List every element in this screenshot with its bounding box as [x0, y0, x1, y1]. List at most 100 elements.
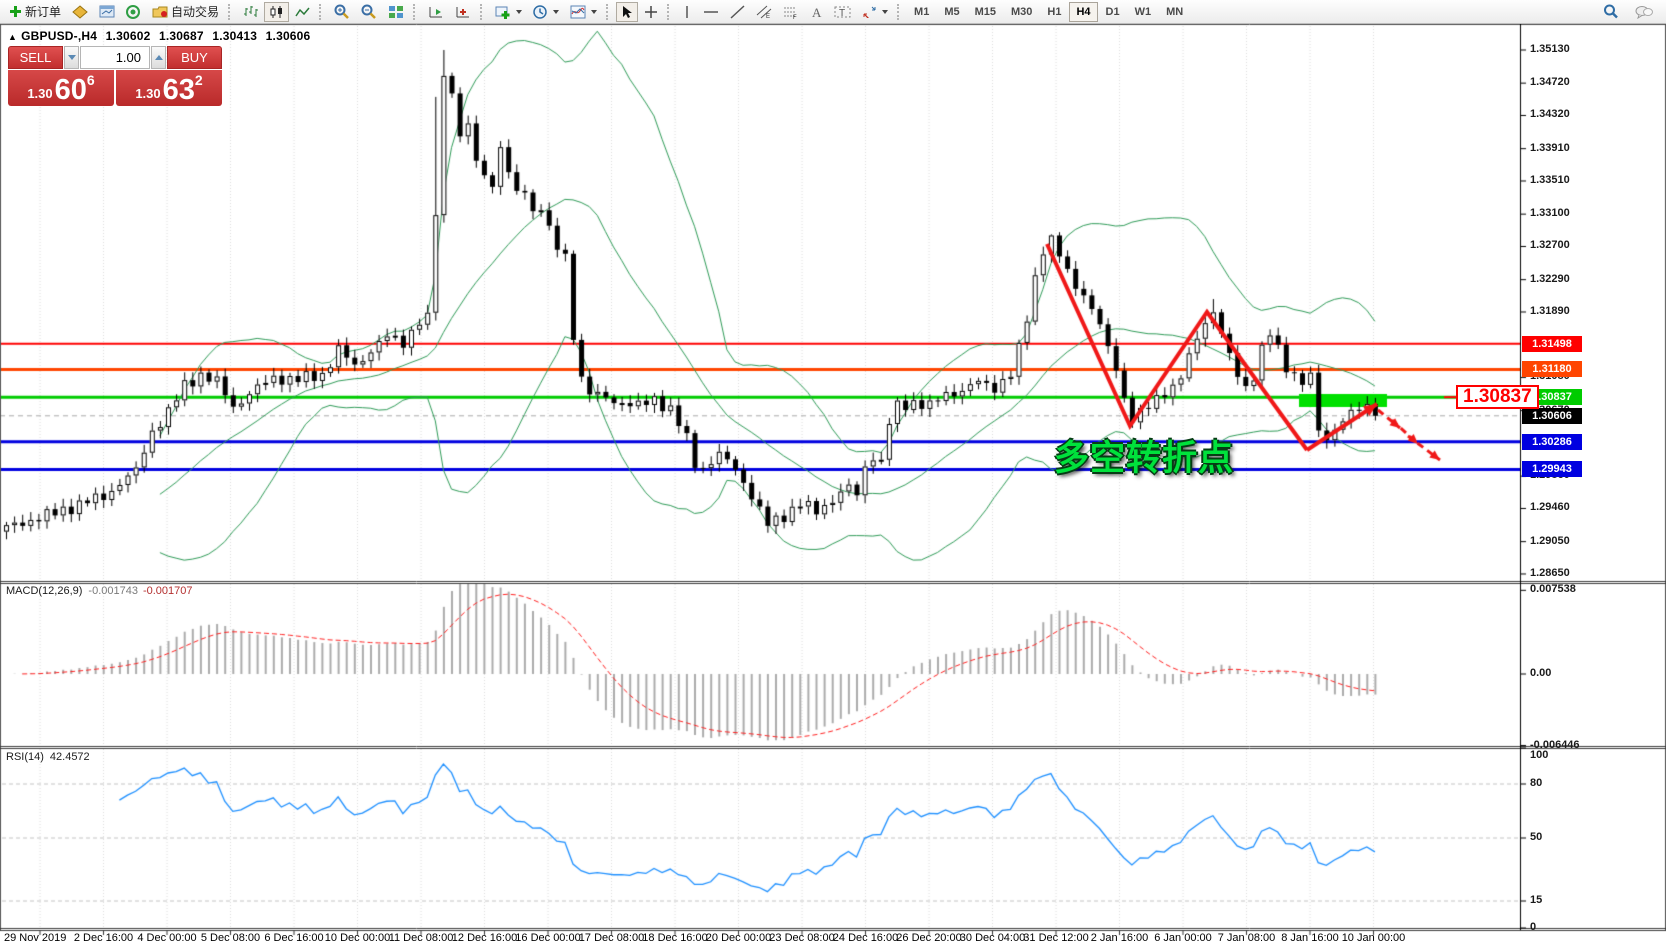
price-tick-label: 1.33910 — [1530, 141, 1570, 154]
toolbar-grip — [319, 3, 325, 20]
arrows-icon — [863, 6, 876, 18]
market-button[interactable] — [67, 2, 93, 22]
sell-price-sup: 6 — [86, 72, 95, 88]
horizontal-line-button[interactable] — [698, 2, 724, 22]
timeframe-button-h1[interactable]: H1 — [1040, 2, 1068, 22]
timeframe-button-m1[interactable]: M1 — [907, 2, 936, 22]
price-tick-label: 1.29050 — [1530, 534, 1570, 547]
cursor-icon — [623, 5, 633, 18]
bar-chart-button[interactable] — [238, 2, 263, 22]
buy-price-tile[interactable]: 1.30 63 2 — [116, 70, 222, 106]
arrows-button[interactable] — [857, 2, 893, 22]
svg-text:E: E — [766, 14, 770, 19]
chevron-down-icon — [516, 9, 523, 14]
text-label-icon: T — [834, 6, 851, 19]
toolbar-grip — [228, 3, 234, 20]
trendline-icon — [730, 4, 745, 19]
price-tick-label: 1.34720 — [1530, 76, 1570, 89]
date-label: 17 Dec 08:00 — [578, 932, 645, 944]
toolbar-grip — [413, 3, 419, 20]
price-tick-label: 1.29460 — [1530, 501, 1570, 514]
price-tick-label: 1.32700 — [1530, 239, 1570, 252]
symbol-collapse-icon: ▲ — [8, 32, 18, 42]
date-label: 10 Jan 00:00 — [1341, 932, 1406, 944]
vertical-line-button[interactable] — [677, 2, 697, 22]
signals-icon — [126, 4, 141, 19]
text-button[interactable]: A — [805, 2, 828, 22]
timeframe-button-d1[interactable]: D1 — [1099, 2, 1127, 22]
macd-label: MACD(12,26,9) -0.001743 -0.001707 — [6, 585, 193, 597]
zoom-in-button[interactable] — [329, 2, 355, 22]
autotrade-button[interactable]: 自动交易 — [147, 2, 224, 22]
horizontal-line-icon — [704, 10, 719, 13]
low-value: 1.30413 — [212, 29, 258, 43]
chat-button[interactable] — [1630, 2, 1658, 22]
sell-price-small: 1.30 — [27, 86, 53, 101]
fibonacci-button[interactable]: F — [778, 2, 804, 22]
channel-button[interactable]: E — [751, 2, 777, 22]
zoom-in-icon — [334, 4, 349, 19]
timeframe-button-mn[interactable]: MN — [1159, 2, 1190, 22]
trendline-button[interactable] — [725, 2, 750, 22]
price-chart-canvas[interactable] — [0, 24, 1666, 949]
price-badge-1.30286: 1.30286 — [1522, 433, 1582, 450]
price-badge-1.31180: 1.31180 — [1522, 361, 1582, 378]
indicators-icon — [570, 5, 586, 18]
terminal-button[interactable] — [94, 2, 120, 22]
volume-input[interactable]: 1.00 — [80, 46, 150, 69]
price-axis[interactable]: 1.35130 1.34720 1.34320 1.33910 1.33510 1.331… — [1520, 24, 1666, 933]
svg-text:F: F — [793, 15, 797, 19]
time-axis[interactable]: 29 Nov 2019 2 Dec 16:00 4 Dec 00:00 5 Dec 0… — [0, 931, 1666, 949]
crosshair-icon — [645, 5, 658, 18]
new-order-label: 新订单 — [25, 5, 62, 19]
buy-button[interactable]: BUY — [167, 46, 222, 69]
toolbar-grip — [480, 3, 486, 20]
open-value: 1.30602 — [105, 29, 151, 43]
timeframe-button-m5[interactable]: M5 — [937, 2, 966, 22]
toolbar-grip — [606, 3, 612, 20]
timeframe-button-h4[interactable]: H4 — [1069, 1, 1098, 22]
chart-shift-button[interactable] — [450, 2, 476, 22]
chevron-down-icon — [882, 9, 889, 14]
text-icon: A — [812, 5, 822, 19]
buy-price-big: 63 — [162, 74, 195, 106]
candlestick-chart-button[interactable] — [264, 1, 290, 22]
profiles-button[interactable] — [528, 2, 564, 22]
volume-decrease-button[interactable] — [64, 46, 79, 69]
price-callout-label[interactable]: 1.30837 — [1456, 385, 1539, 409]
price-badge-1.29943: 1.29943 — [1522, 461, 1582, 478]
auto-scroll-button[interactable] — [423, 2, 449, 22]
toolbar-grip — [897, 3, 903, 20]
tile-windows-button[interactable] — [383, 2, 409, 22]
macd-main-value: -0.001743 — [88, 585, 138, 597]
search-button[interactable] — [1598, 2, 1624, 22]
line-chart-button[interactable] — [290, 2, 315, 22]
signals-button[interactable] — [121, 2, 146, 22]
new-chart-button[interactable] — [490, 2, 527, 22]
chat-icon — [1635, 5, 1653, 19]
timeframe-button-w1[interactable]: W1 — [1128, 2, 1159, 22]
sell-price-tile[interactable]: 1.30 60 6 — [8, 70, 114, 106]
terminal-window-icon — [99, 5, 115, 17]
sell-button[interactable]: SELL — [8, 46, 63, 69]
date-label: 5 Dec 08:00 — [200, 932, 261, 944]
price-tick-label: 1.32290 — [1530, 272, 1570, 285]
cursor-button[interactable] — [616, 1, 639, 22]
text-label-button[interactable]: T — [829, 2, 856, 22]
zoom-out-button[interactable] — [356, 2, 382, 22]
channel-icon: E — [756, 5, 772, 19]
turning-point-annotation[interactable]: 多空转折点 — [1054, 439, 1235, 478]
date-label: 30 Dec 04:00 — [959, 932, 1026, 944]
rsi-tick-label: 15 — [1530, 894, 1543, 906]
date-label: 26 Dec 20:00 — [896, 932, 962, 944]
price-tick-label: 1.31890 — [1530, 304, 1570, 317]
timeframe-button-m15[interactable]: M15 — [968, 2, 1003, 22]
crosshair-button[interactable] — [639, 2, 663, 22]
indicators-button[interactable] — [565, 2, 602, 22]
new-order-button[interactable]: 新订单 — [4, 2, 66, 22]
autotrade-folder-icon — [152, 6, 168, 17]
volume-increase-button[interactable] — [151, 46, 166, 69]
timeframe-button-m30[interactable]: M30 — [1004, 2, 1039, 22]
close-value: 1.30606 — [265, 29, 311, 43]
